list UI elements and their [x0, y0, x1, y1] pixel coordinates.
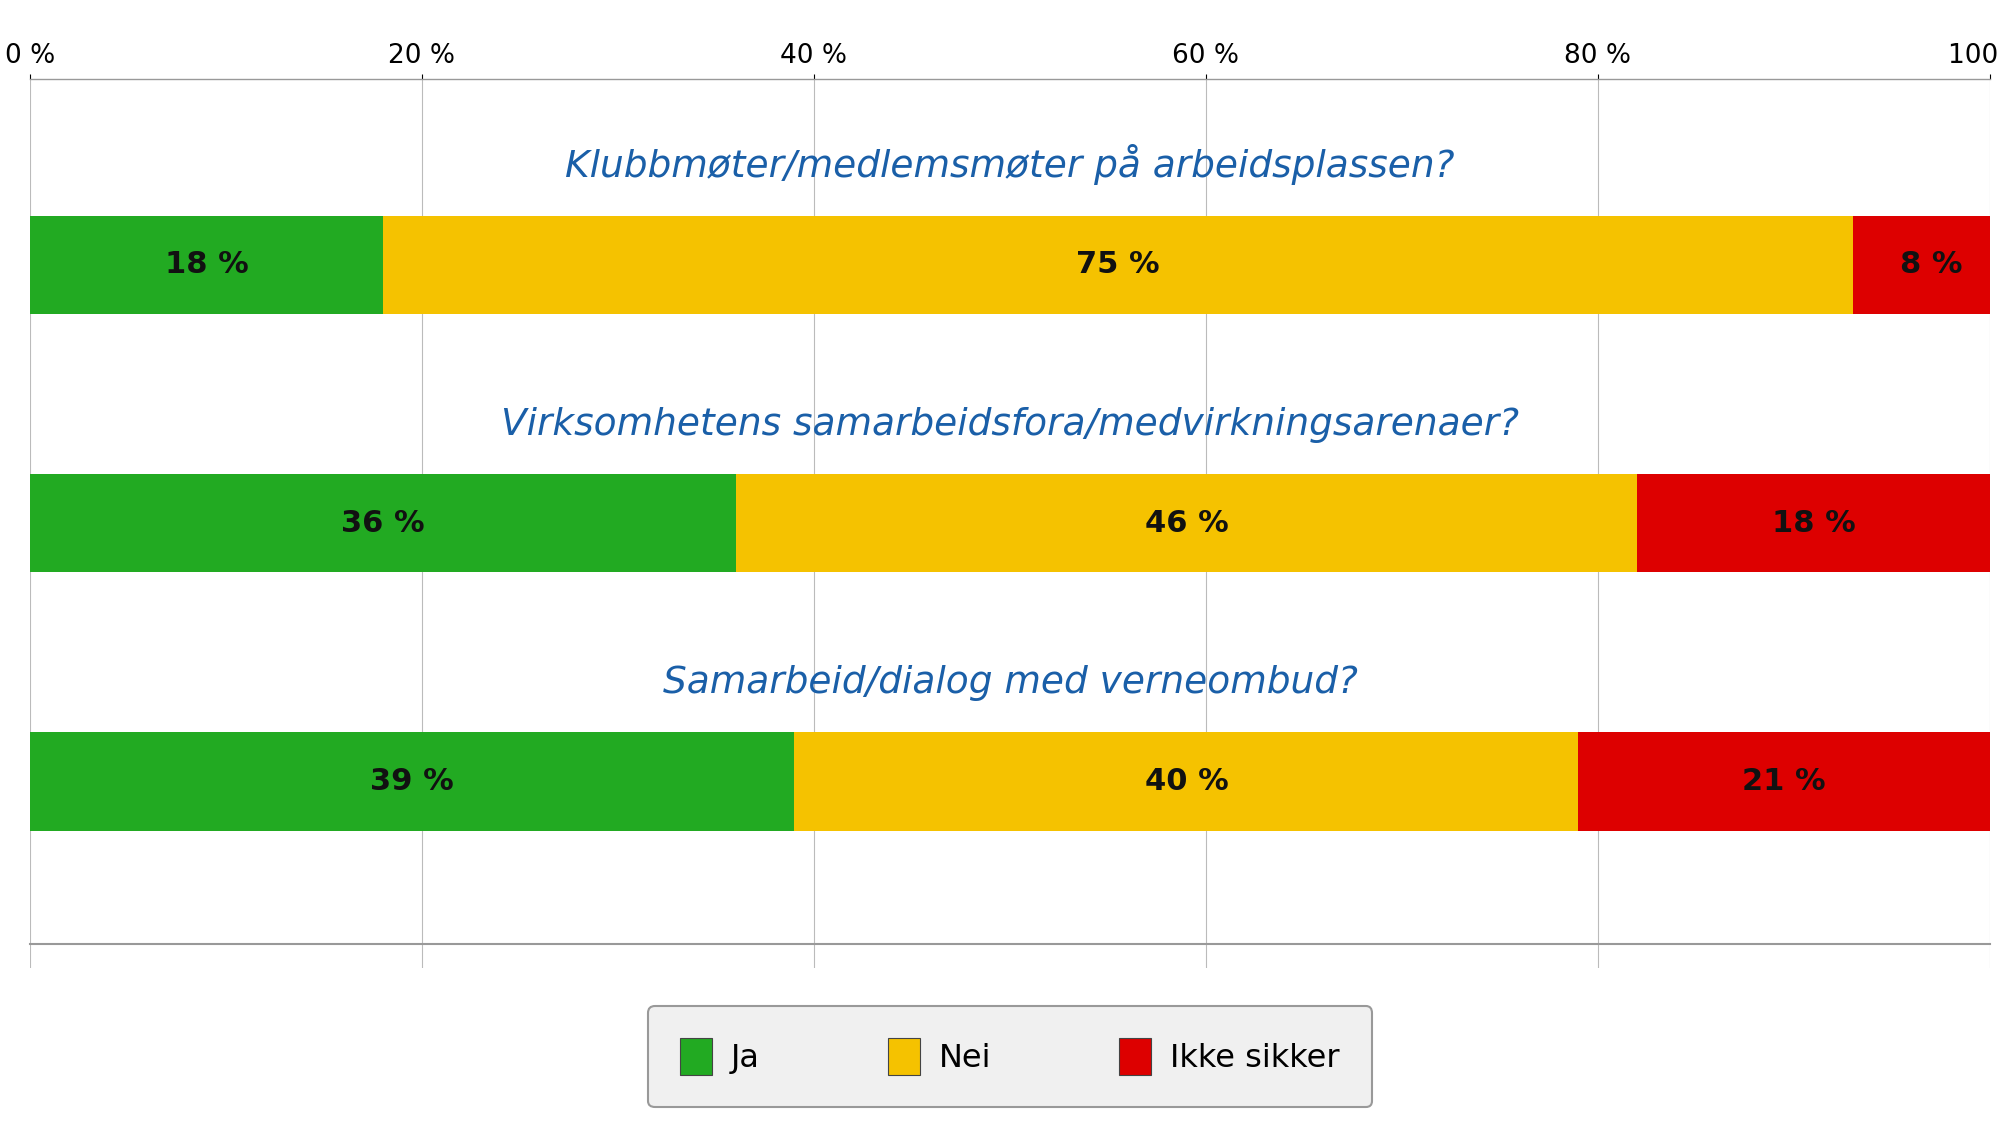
Text: 21 %: 21 %: [1742, 767, 1826, 796]
Bar: [382, 216, 1852, 314]
Text: 75 %: 75 %: [1076, 250, 1160, 279]
Text: 18 %: 18 %: [164, 250, 248, 279]
Bar: [1638, 474, 1990, 573]
Text: Virksomhetens samarbeidsfora/medvirkningsarenaer?: Virksomhetens samarbeidsfora/medvirkning…: [502, 407, 1520, 443]
Bar: [1852, 216, 2000, 314]
Legend: Ja, Nei, Ikke sikker: Ja, Nei, Ikke sikker: [648, 1006, 1372, 1107]
Bar: [1578, 732, 1990, 830]
Text: 18 %: 18 %: [1772, 508, 1856, 538]
Bar: [30, 732, 794, 830]
Bar: [30, 216, 382, 314]
Text: Klubbmøter/medlemsmøter på arbeidsplassen?: Klubbmøter/medlemsmøter på arbeidsplasse…: [566, 144, 1454, 184]
Text: 8 %: 8 %: [1900, 250, 1962, 279]
Bar: [794, 732, 1578, 830]
Bar: [30, 474, 736, 573]
Text: 46 %: 46 %: [1144, 508, 1228, 538]
Text: 36 %: 36 %: [340, 508, 424, 538]
Text: 39 %: 39 %: [370, 767, 454, 796]
Bar: [736, 474, 1638, 573]
Text: 40 %: 40 %: [1144, 767, 1228, 796]
Text: Samarbeid/dialog med verneombud?: Samarbeid/dialog med verneombud?: [662, 665, 1358, 701]
